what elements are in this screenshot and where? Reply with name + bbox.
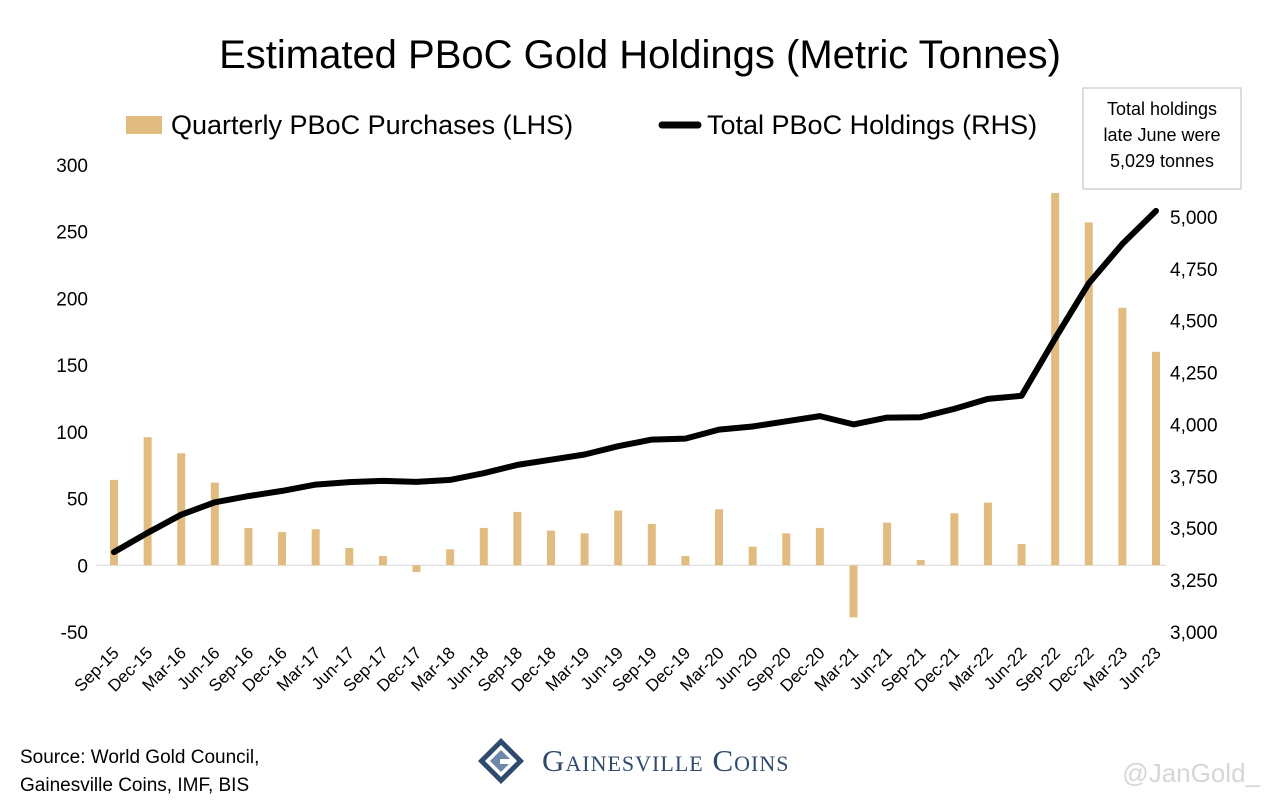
right-tick-label: 3,500 [1170, 519, 1218, 540]
bar-purchases [849, 565, 858, 618]
bar-purchases [748, 546, 757, 566]
right-tick-label: 4,250 [1170, 364, 1218, 385]
legend-bar-label: Quarterly PBoC Purchases (LHS) [171, 110, 573, 140]
brand-emblem-icon [478, 738, 524, 784]
note-line-2: late June were [1103, 125, 1220, 145]
left-tick-label: 0 [77, 556, 88, 577]
bar-purchases [110, 479, 118, 566]
bar-purchases [210, 482, 219, 566]
bar-purchases [681, 555, 690, 566]
bar-purchases [916, 559, 925, 566]
right-tick-label: 4,750 [1170, 260, 1218, 281]
source-line-1: Source: World Gold Council, [20, 747, 260, 768]
bar-purchases [715, 509, 724, 566]
note-box: Total holdings late June were 5,029 tonn… [1082, 87, 1242, 190]
line-total-holdings [111, 207, 1159, 556]
bar-purchases [513, 511, 522, 566]
bar-purchases [950, 513, 959, 566]
bar-purchases [782, 533, 791, 566]
left-tick-label: 250 [56, 223, 88, 244]
legend: Quarterly PBoC Purchases (LHS) Total PBo… [126, 110, 1037, 140]
bar-purchases [815, 527, 824, 566]
source-note: Source: World Gold Council, Gainesville … [20, 744, 259, 800]
left-tick-label: 150 [56, 356, 88, 377]
left-tick-label: -50 [61, 623, 88, 644]
bar-purchases [479, 527, 488, 566]
brand-name: Gainesville Coins [542, 743, 790, 778]
bar-purchases [143, 437, 152, 566]
watermark: @JanGold_ [1122, 758, 1260, 788]
note-line-1: Total holdings [1107, 99, 1217, 119]
bar-purchases [446, 549, 455, 566]
plot-area: -50 0 50 100 150 200 250 300 3,000 3,250 3,500 3,75… [56, 156, 1217, 696]
legend-line-label: Total PBoC Holdings (RHS) [707, 110, 1037, 140]
bar-purchases [580, 533, 589, 566]
right-tick-label: 3,000 [1170, 623, 1218, 644]
bar-purchases [546, 530, 555, 566]
bar-purchases [244, 527, 253, 566]
bar-purchases [177, 453, 186, 566]
bar-purchases [1017, 543, 1026, 566]
bar-purchases [378, 555, 387, 566]
right-tick-label: 4,500 [1170, 312, 1218, 333]
bar-purchases [311, 529, 320, 566]
bar-purchases [345, 547, 354, 566]
bar-purchases [614, 510, 623, 566]
bar-purchases [412, 565, 421, 572]
note-box-frame [1082, 87, 1242, 190]
legend-bar-swatch [126, 116, 162, 134]
right-tick-label: 5,000 [1170, 208, 1218, 229]
source-line-2: Gainesville Coins, IMF, BIS [20, 775, 250, 796]
bar-purchases [1084, 222, 1093, 566]
bar-purchases [1118, 307, 1127, 566]
right-tick-label: 3,250 [1170, 571, 1218, 592]
right-tick-label: 4,000 [1170, 415, 1218, 436]
bar-purchases [983, 502, 992, 566]
left-tick-label: 200 [56, 289, 88, 310]
note-line-3: 5,029 tonnes [1110, 151, 1214, 171]
bar-purchases [647, 523, 656, 566]
bar-purchases [1051, 193, 1060, 566]
right-tick-label: 3,750 [1170, 467, 1218, 488]
left-tick-label: 300 [56, 156, 88, 177]
left-tick-label: 100 [56, 423, 88, 444]
left-tick-label: 50 [67, 490, 88, 511]
bar-purchases [278, 531, 287, 566]
chart-title: Estimated PBoC Gold Holdings (Metric Ton… [219, 33, 1061, 77]
bar-purchases [1152, 351, 1160, 566]
brand-logo: Gainesville Coins [476, 736, 789, 786]
bar-purchases [883, 522, 892, 566]
